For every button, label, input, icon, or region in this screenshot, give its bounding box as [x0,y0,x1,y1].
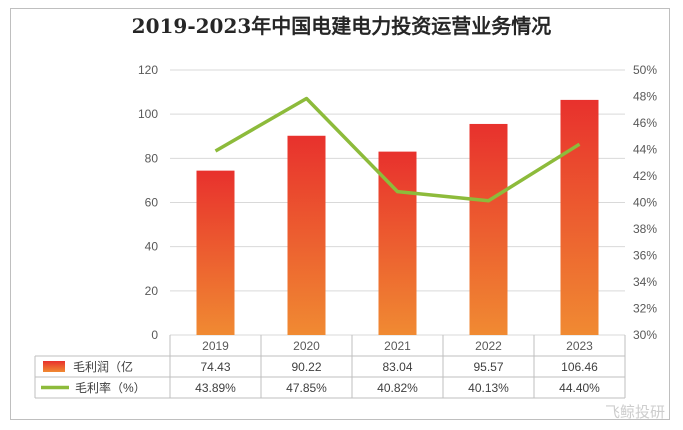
y-right-tick-label: 50% [633,63,657,77]
x-tick-label: 2020 [293,339,320,353]
bar [196,170,235,335]
table-cell-profit: 90.22 [291,360,321,374]
table-cell-rate: 43.89% [195,381,236,395]
bar [287,135,326,335]
y-right-tick-label: 44% [633,143,657,157]
chart-frame [10,8,670,420]
y-left-tick-label: 60 [145,196,159,210]
y-left-tick-label: 100 [138,107,158,121]
y-left-tick-label: 0 [151,328,158,342]
legend-key-bar [43,361,65,372]
table-cell-profit: 83.04 [382,360,412,374]
x-tick-label: 2019 [202,339,229,353]
watermark: 飞鲸投研 [604,403,665,421]
y-left-tick-label: 80 [145,151,159,165]
line-series-rate [214,96,581,203]
bar [378,151,417,335]
table-cell-rate: 47.85% [286,381,327,395]
y-left-tick-label: 120 [138,63,158,77]
y-right-tick-label: 30% [633,328,657,342]
table-cell-profit: 74.43 [200,360,230,374]
table-cell-profit: 106.46 [561,360,598,374]
chart-title: 2019-2023年中国电建电力投资运营业务情况 [131,14,552,38]
y-right-tick-label: 38% [633,222,657,236]
table-cell-rate: 44.40% [559,381,600,395]
x-tick-label: 2021 [384,339,411,353]
y-right-tick-label: 36% [633,249,657,263]
bar [560,99,599,335]
y-left-tick-label: 20 [145,284,159,298]
legend-label-profit: 毛利润（亿 [73,359,133,374]
y-right-tick-label: 46% [633,116,657,130]
legend-label-rate: 毛利率（%） [75,380,146,395]
y-right-tick-label: 42% [633,169,657,183]
y-left-tick-label: 40 [145,240,159,254]
table-cell-profit: 95.57 [473,360,503,374]
y-right-tick-label: 34% [633,275,657,289]
y-right-tick-label: 40% [633,196,657,210]
y-right-tick-label: 32% [633,302,657,316]
table-cell-rate: 40.13% [468,381,509,395]
bar [469,123,508,335]
x-tick-label: 2023 [566,339,593,353]
table-cell-rate: 40.82% [377,381,418,395]
x-tick-label: 2022 [475,339,502,353]
y-right-tick-label: 48% [633,90,657,104]
